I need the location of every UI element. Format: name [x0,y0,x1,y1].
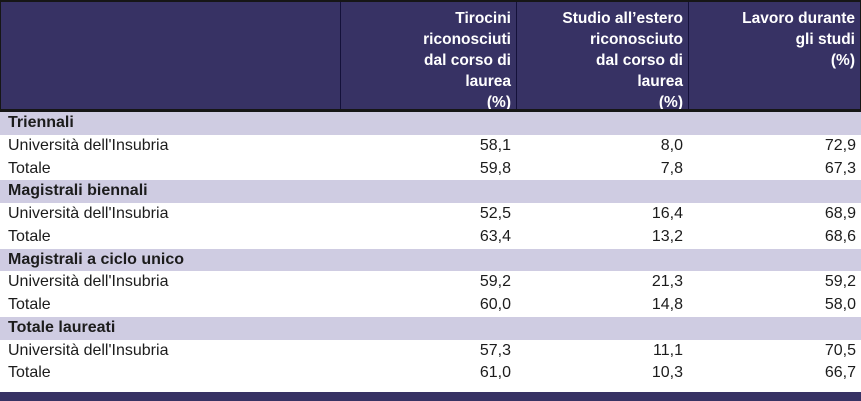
table-row: Totale 59,8 7,8 67,3 [0,157,861,181]
table-row: Totale 61,0 10,3 66,7 [0,362,861,385]
table-header-row: Tirocini riconosciuti dal corso di laure… [0,0,861,112]
value-tirocini: 61,0 [479,364,511,382]
value-lavoro: 72,9 [824,136,856,154]
value-lavoro: 70,5 [824,341,856,359]
value-studio-estero: 16,4 [651,205,683,222]
section-header-triennali: Triennali [0,112,861,135]
value-tirocini: 52,5 [479,205,511,222]
value-studio-estero: 21,3 [651,273,683,291]
value-tirocini: 59,8 [479,159,511,177]
value-studio-estero: 7,8 [660,159,683,177]
section-title: Totale laureati [8,318,116,336]
header-col-lavoro: Lavoro durante gli studi (%) [688,2,860,109]
value-lavoro: 66,7 [824,364,856,382]
section-title: Magistrali biennali [8,182,148,200]
value-studio-estero: 14,8 [651,296,683,313]
row-label: Università dell'Insubria [8,273,169,291]
value-tirocini: 57,3 [479,341,511,359]
row-label: Totale [8,296,51,313]
row-label: Università dell'Insubria [8,205,169,222]
row-label: Università dell'Insubria [8,341,169,359]
header-row-label-cell [1,2,340,109]
value-lavoro: 68,6 [824,227,856,245]
table-row: Università dell'Insubria 57,3 11,1 70,5 [0,339,861,363]
value-studio-estero: 13,2 [651,227,683,245]
section-title: Triennali [8,114,74,131]
value-tirocini: 59,2 [479,273,511,291]
section-header-magistrali-ciclo-unico: Magistrali a ciclo unico [0,248,861,272]
table-row: Università dell'Insubria 52,5 16,4 68,9 [0,203,861,226]
row-label: Totale [8,227,51,245]
header-col-tirocini: Tirocini riconosciuti dal corso di laure… [340,2,516,109]
value-lavoro: 68,9 [824,205,856,222]
table-row: Totale 63,4 13,2 68,6 [0,225,861,249]
row-label: Totale [8,364,51,382]
row-label: Università dell'Insubria [8,136,169,154]
section-title: Magistrali a ciclo unico [8,250,185,268]
value-studio-estero: 11,1 [653,341,683,359]
table-bottom-rule [0,392,861,401]
value-lavoro: 67,3 [824,159,856,177]
value-tirocini: 60,0 [479,296,511,313]
section-header-magistrali-biennali: Magistrali biennali [0,180,861,203]
table-row: Totale 60,0 14,8 58,0 [0,294,861,317]
value-studio-estero: 10,3 [651,364,683,382]
row-label: Totale [8,159,51,177]
table-row: Università dell'Insubria 59,2 21,3 59,2 [0,271,861,294]
value-lavoro: 58,0 [824,296,856,313]
header-col-studio-estero: Studio all’estero riconosciuto dal corso… [516,2,688,109]
table-row: Università dell'Insubria 58,1 8,0 72,9 [0,134,861,158]
value-lavoro: 59,2 [824,273,856,291]
value-tirocini: 63,4 [479,227,511,245]
value-studio-estero: 8,0 [660,136,683,154]
value-tirocini: 58,1 [479,136,511,154]
section-header-totale-laureati: Totale laureati [0,316,861,340]
